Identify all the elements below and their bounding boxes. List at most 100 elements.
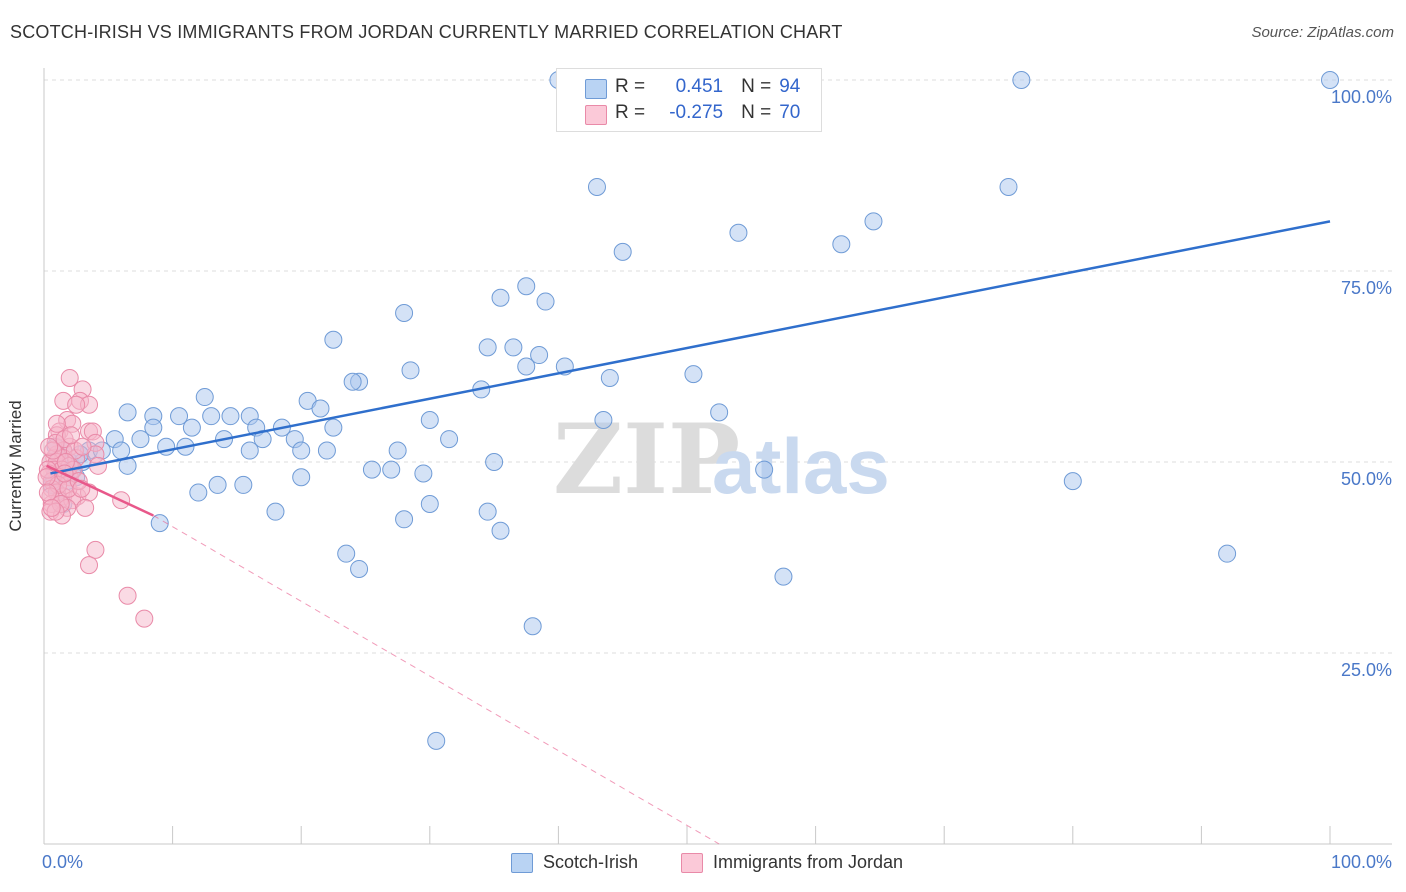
point-scotch-irish [999,177,1018,196]
point-scotch-irish [755,460,774,479]
point-scotch-irish [112,441,131,460]
point-jordan [86,540,105,559]
legend-swatch-blue [585,79,607,99]
legend-n-value: 70 [779,102,801,123]
point-scotch-irish [613,242,632,261]
point-jordan [135,609,154,628]
trend-extension-jordan [153,515,720,845]
point-jordan [42,498,61,517]
point-scotch-irish [144,418,163,437]
point-scotch-irish [234,475,253,494]
point-scotch-irish [208,475,227,494]
point-scotch-irish [1012,71,1031,89]
point-scotch-irish [324,418,343,437]
point-scotch-irish [832,235,851,254]
legend-r-value: 0.451 [675,76,724,97]
point-jordan [62,426,81,445]
legend-n-label: N = [741,102,772,123]
watermark-atlas: atlas [712,422,890,510]
point-scotch-irish [1218,544,1237,563]
point-scotch-irish [182,418,201,437]
point-scotch-irish [491,521,510,540]
x-tick-label-max: 100.0% [1330,852,1392,872]
point-scotch-irish [118,403,137,422]
point-scotch-irish [362,460,381,479]
point-scotch-irish [195,388,214,407]
point-scotch-irish [311,399,330,418]
point-scotch-irish [292,468,311,487]
legend-row-jordan: R = -0.275 N = 70 [615,100,800,126]
point-scotch-irish [292,441,311,460]
point-scotch-irish [530,346,549,365]
bottom-legend-swatch-blue [511,852,533,873]
point-jordan [80,556,99,575]
bottom-legend-jordan: Immigrants from Jordan [681,852,903,873]
point-scotch-irish [343,372,362,391]
legend-swatch-pink [585,105,607,125]
legend-r-value: -0.275 [669,102,724,123]
point-scotch-irish [388,441,407,460]
point-jordan [60,368,79,387]
point-scotch-irish [517,277,536,296]
point-scotch-irish [491,288,510,307]
chart-title: SCOTCH-IRISH VS IMMIGRANTS FROM JORDAN C… [10,22,843,42]
point-scotch-irish [240,441,259,460]
point-jordan [73,437,92,456]
point-scotch-irish [189,483,208,502]
legend-r-label: R = [615,76,646,97]
point-scotch-irish [401,361,420,380]
point-scotch-irish [485,453,504,471]
bottom-legend-scotch-irish: Scotch-Irish [511,852,638,873]
point-scotch-irish [420,410,439,429]
watermark-zip: ZIP [553,403,740,516]
point-scotch-irish [324,330,343,349]
point-jordan [76,498,95,517]
y-tick-label: 25.0% [1340,660,1392,680]
point-jordan [37,468,56,487]
point-scotch-irish [774,567,793,586]
point-scotch-irish [350,559,369,578]
point-scotch-irish [594,410,613,429]
bottom-legend-label: Scotch-Irish [543,852,639,872]
point-scotch-irish [478,502,497,521]
source-label: Source: ZipAtlas.com [1251,24,1394,41]
point-scotch-irish [729,223,748,242]
y-tick-label: 50.0% [1340,469,1392,489]
point-scotch-irish [440,430,459,449]
point-jordan [47,414,66,433]
point-scotch-irish [536,292,555,311]
trend-line-scotch-irish [50,220,1331,475]
legend-row-scotch-irish: R = 0.451 N = 94 [615,74,800,100]
point-jordan [118,586,137,605]
point-scotch-irish [587,177,606,196]
point-scotch-irish [478,338,497,357]
point-scotch-irish [600,368,619,387]
y-tick-label: 100.0% [1330,87,1392,107]
point-scotch-irish [523,617,542,636]
trend-line-jordan [46,464,154,517]
point-scotch-irish [427,731,446,750]
point-scotch-irish [266,502,285,521]
point-scotch-irish [395,304,414,323]
point-scotch-irish [684,365,703,384]
point-scotch-irish [395,510,414,529]
point-scotch-irish [864,212,883,231]
legend-n-value: 94 [779,76,801,97]
point-scotch-irish [202,407,221,426]
point-scotch-irish [504,338,523,357]
point-scotch-irish [1321,71,1339,89]
bottom-legend-label: Immigrants from Jordan [713,852,904,872]
point-jordan [67,395,86,414]
bottom-legend-swatch-pink [681,852,703,873]
point-scotch-irish [221,407,240,426]
point-scotch-irish [414,464,433,483]
point-jordan [40,437,59,456]
y-tick-label: 75.0% [1340,278,1392,298]
point-scotch-irish [382,460,401,479]
point-scotch-irish [317,441,336,460]
legend-n-label: N = [741,76,772,97]
point-scotch-irish [337,544,356,563]
point-scotch-irish [1063,472,1082,491]
correlation-legend: R = 0.451 N = 94 R = -0.275 N = 70 [556,68,822,132]
